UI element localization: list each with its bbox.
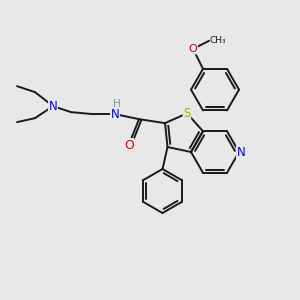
Text: N: N [111, 108, 119, 121]
Text: CH₃: CH₃ [210, 36, 226, 45]
Text: O: O [124, 139, 134, 152]
Text: N: N [49, 100, 57, 112]
Text: H: H [113, 99, 121, 109]
Text: N: N [237, 146, 245, 158]
Text: S: S [183, 107, 190, 120]
Text: O: O [189, 44, 197, 54]
